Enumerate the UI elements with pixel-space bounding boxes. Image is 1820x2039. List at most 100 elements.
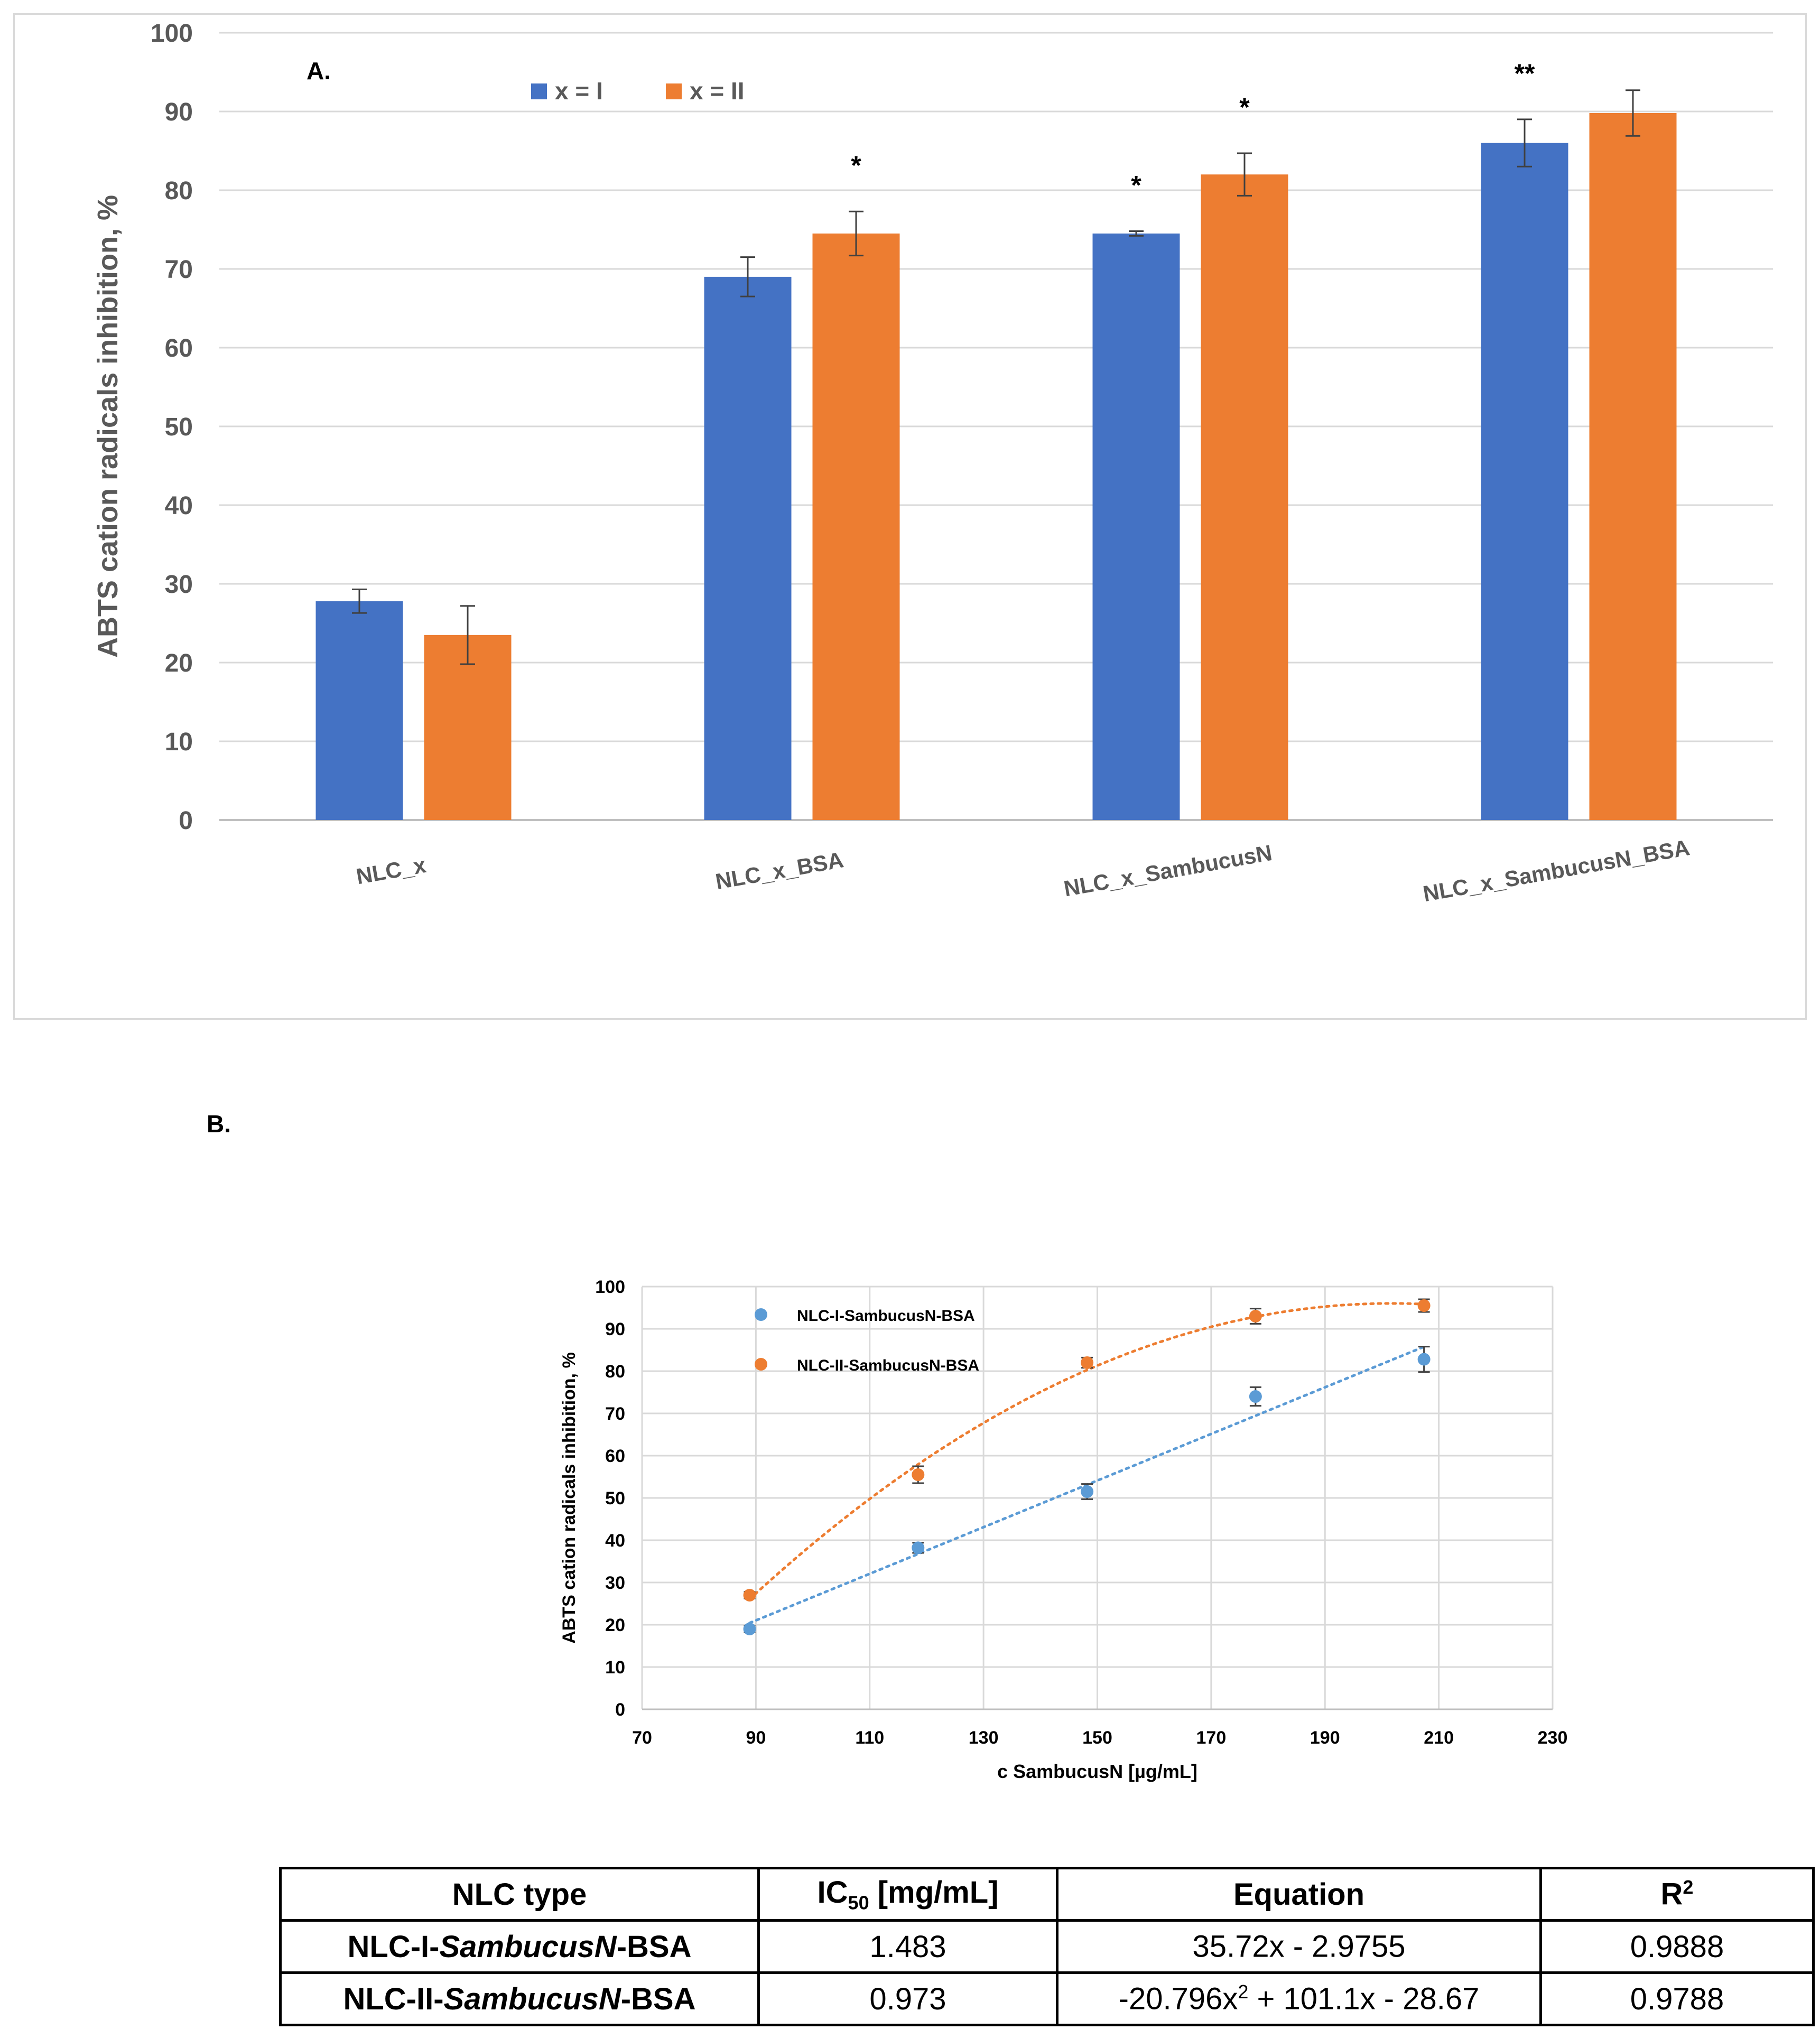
type-prefix: NLC-II- (343, 1981, 444, 2016)
bar (1589, 113, 1677, 821)
legend-swatch (666, 83, 682, 99)
type-suffix: -BSA (616, 1929, 692, 1964)
y-axis-title: ABTS cation radicals inhibition, % (559, 1352, 579, 1644)
data-point (743, 1623, 756, 1635)
x-tick-label: 230 (1538, 1728, 1568, 1748)
y-tick-label: 100 (595, 1277, 625, 1297)
y-tick-label: 70 (605, 1404, 625, 1424)
legend-label: x = II (690, 77, 745, 105)
y-tick-label: 10 (165, 728, 193, 756)
y-tick-label: 60 (605, 1446, 625, 1466)
y-axis-title: ABTS cation radicals inhibition, % (92, 195, 124, 658)
bar-chart-a: 0 10 20 30 40 50 60 70 80 90 100 ABTS cation radica… (92, 20, 1773, 906)
header-ic50: IC50 [mg/mL] (757, 1867, 1058, 1922)
bar (812, 233, 900, 821)
bar (315, 601, 403, 820)
row-r2: 0.9888 (1539, 1919, 1815, 1974)
data-point (912, 1468, 925, 1481)
y-tick-label: 0 (179, 807, 193, 835)
type-suffix: -BSA (620, 1981, 696, 2016)
bar (1481, 143, 1568, 821)
header-r2: R2 (1539, 1867, 1815, 1922)
panel-b-label: B. (207, 1110, 231, 1138)
y-tick-label: 60 (165, 334, 193, 362)
x-tick-label: 150 (1082, 1728, 1112, 1748)
data-point (912, 1541, 925, 1554)
significance-mark: * (1239, 92, 1250, 122)
y-tick-label: 30 (605, 1573, 625, 1593)
eq-part-b: + 101.1x - 28.67 (1248, 1981, 1480, 2016)
row-type: NLC-II-SambucusN-BSA (279, 1971, 760, 2026)
y-tick-label: 10 (605, 1658, 625, 1678)
y-tick-label: 90 (605, 1319, 625, 1339)
ic50-main: IC (817, 1875, 848, 1910)
y-tick-label: 30 (165, 571, 193, 599)
trendline-polynomial (748, 1302, 1426, 1600)
y-tick-label: 20 (165, 649, 193, 677)
x-tick-label: 190 (1310, 1728, 1340, 1748)
data-point (1081, 1356, 1094, 1369)
y-tick-label: 40 (165, 492, 193, 520)
r2-sup: 2 (1683, 1876, 1694, 1898)
y-tick-label: 90 (165, 98, 193, 126)
ic50-table: NLC type IC50 [mg/mL] Equation R2 NLC-I-… (279, 1867, 1815, 2026)
data-point (743, 1589, 756, 1602)
row-equation: -20.796x2 + 101.1x - 28.67 (1056, 1971, 1542, 2026)
bar (1201, 174, 1288, 821)
significance-mark: * (1131, 170, 1141, 200)
table-header-row: NLC type IC50 [mg/mL] Equation R2 (279, 1867, 1815, 1922)
y-tick-label: 80 (605, 1362, 625, 1382)
y-tick-label: 80 (165, 177, 193, 205)
type-italic: SambucusN (443, 1981, 621, 2016)
y-tick-label: 50 (605, 1488, 625, 1509)
data-point (1081, 1485, 1094, 1498)
header-nlc-type: NLC type (279, 1867, 760, 1922)
legend-marker (755, 1308, 767, 1321)
x-tick-label: 110 (855, 1728, 884, 1748)
significance-mark: ** (1515, 59, 1535, 88)
row-ic50: 0.973 (757, 1971, 1058, 2026)
row-type: NLC-I-SambucusN-BSA (279, 1919, 760, 1974)
panel-a-label: A. (307, 57, 331, 85)
legend-marker (755, 1358, 767, 1371)
bar (424, 635, 512, 820)
eq-sup: 2 (1238, 1981, 1249, 2003)
scatter-chart-b: 0 10 20 30 40 50 60 70 80 90 100 70 90 110 130 150 170 19… (559, 1277, 1568, 1782)
y-tick-label: 50 (165, 413, 193, 441)
x-tick-label: 90 (746, 1728, 766, 1748)
y-tick-label: 70 (165, 256, 193, 284)
legend-label: x = I (555, 77, 603, 105)
x-axis-title: c SambucusN [µg/mL] (997, 1761, 1197, 1782)
data-point (1417, 1299, 1431, 1312)
x-tick-label: 210 (1424, 1728, 1454, 1748)
row-r2: 0.9788 (1539, 1971, 1815, 2026)
bar (1092, 233, 1180, 821)
x-tick-label: 170 (1196, 1728, 1227, 1748)
data-point (1417, 1353, 1431, 1366)
row-equation: 35.72x - 2.9755 (1056, 1919, 1542, 1974)
legend-label: NLC-I-SambucusN-BSA (797, 1307, 975, 1325)
type-prefix: NLC-I- (347, 1929, 440, 1964)
row-ic50: 1.483 (757, 1919, 1058, 1974)
r2-main: R (1660, 1877, 1683, 1912)
ic50-unit: [mg/mL] (869, 1875, 999, 1910)
data-point (1249, 1310, 1262, 1323)
table-row: NLC-I-SambucusN-BSA 1.483 35.72x - 2.975… (279, 1919, 1815, 1974)
bar (704, 276, 792, 820)
significance-mark: * (851, 151, 861, 180)
type-italic: SambucusN (439, 1929, 617, 1964)
legend-swatch (531, 83, 547, 99)
y-tick-label: 20 (605, 1615, 625, 1635)
y-tick-label: 100 (151, 20, 193, 48)
header-equation: Equation (1056, 1867, 1542, 1922)
legend-label: NLC-II-SambucusN-BSA (797, 1357, 979, 1374)
x-tick-label: 130 (969, 1728, 999, 1748)
table-row: NLC-II-SambucusN-BSA 0.973 -20.796x2 + 1… (279, 1971, 1815, 2026)
eq-part-a: 35.72x - 2.9755 (1192, 1929, 1406, 1964)
y-tick-label: 0 (615, 1700, 625, 1720)
x-tick-label: 70 (632, 1728, 652, 1748)
eq-part-a: -20.796x (1118, 1981, 1238, 2016)
data-point (1249, 1390, 1262, 1403)
ic50-sub: 50 (848, 1892, 869, 1914)
y-tick-label: 40 (605, 1531, 625, 1551)
